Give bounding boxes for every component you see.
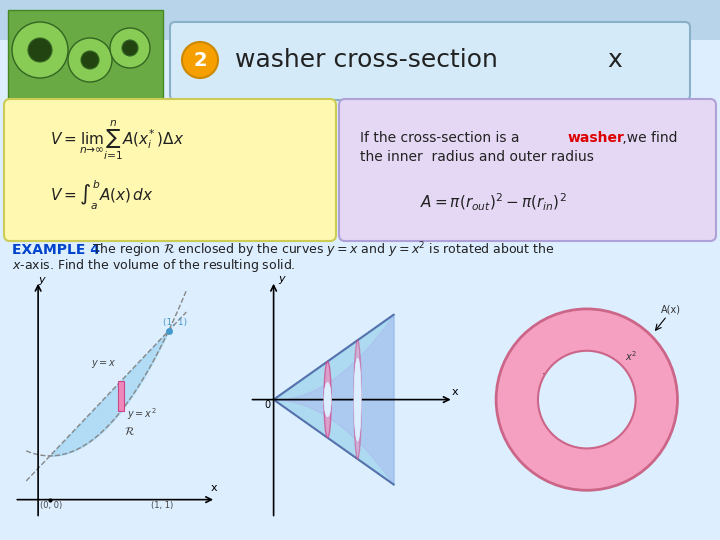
Text: x: x <box>607 48 622 72</box>
Ellipse shape <box>324 382 331 417</box>
FancyBboxPatch shape <box>4 99 336 241</box>
Text: y: y <box>279 274 285 285</box>
Text: 0: 0 <box>264 400 270 410</box>
Circle shape <box>122 40 138 56</box>
Circle shape <box>28 38 52 62</box>
Circle shape <box>68 38 112 82</box>
Text: If the cross-section is a: If the cross-section is a <box>360 131 524 145</box>
Bar <box>118 381 124 411</box>
Text: (0, 0): (0, 0) <box>40 502 63 510</box>
Text: The region $\mathcal{R}$ enclosed by the curves $y = x$ and $y = x^2$ is rotated: The region $\mathcal{R}$ enclosed by the… <box>92 240 554 260</box>
Text: $A = \pi(r_{out})^2 - \pi(r_{in})^2$: $A = \pi(r_{out})^2 - \pi(r_{in})^2$ <box>420 192 567 213</box>
Ellipse shape <box>324 361 331 438</box>
Text: $V = \int_a^b A(x)\,dx$: $V = \int_a^b A(x)\,dx$ <box>50 178 154 212</box>
Text: (1, 1): (1, 1) <box>150 502 173 510</box>
Circle shape <box>110 28 150 68</box>
Circle shape <box>81 51 99 69</box>
Text: ,we find: ,we find <box>618 131 678 145</box>
FancyBboxPatch shape <box>170 22 690 100</box>
Text: EXAMPLE 4: EXAMPLE 4 <box>12 243 100 257</box>
Text: $x^2$: $x^2$ <box>625 349 637 363</box>
Ellipse shape <box>354 340 361 459</box>
Text: x: x <box>541 370 548 381</box>
Text: x: x <box>451 387 458 396</box>
Text: (1, 1): (1, 1) <box>163 318 186 327</box>
Ellipse shape <box>354 358 361 441</box>
Circle shape <box>182 42 218 78</box>
Text: y: y <box>38 275 45 285</box>
Text: 2: 2 <box>193 51 207 70</box>
Text: $\mathcal{R}$: $\mathcal{R}$ <box>124 424 135 437</box>
Text: the inner  radius and outer radius: the inner radius and outer radius <box>360 150 594 164</box>
Text: VOLUMES: VOLUMES <box>10 14 115 32</box>
Text: A(x): A(x) <box>660 305 680 314</box>
Text: $y = x$: $y = x$ <box>91 358 117 370</box>
Text: $x$-axis. Find the volume of the resulting solid.: $x$-axis. Find the volume of the resulti… <box>12 256 296 273</box>
Text: washer cross-section: washer cross-section <box>235 48 498 72</box>
Circle shape <box>12 22 68 78</box>
Bar <box>8 10 163 100</box>
Text: washer: washer <box>568 131 625 145</box>
Circle shape <box>496 309 678 490</box>
Circle shape <box>538 351 636 448</box>
Text: $y = x^2$: $y = x^2$ <box>127 407 157 422</box>
FancyBboxPatch shape <box>339 99 716 241</box>
Bar <box>0 0 720 40</box>
Text: $V = \lim_{n\to\infty}\sum_{i=1}^{n} A(x_i^*)\Delta x$: $V = \lim_{n\to\infty}\sum_{i=1}^{n} A(x… <box>50 118 184 161</box>
Text: x: x <box>210 483 217 493</box>
